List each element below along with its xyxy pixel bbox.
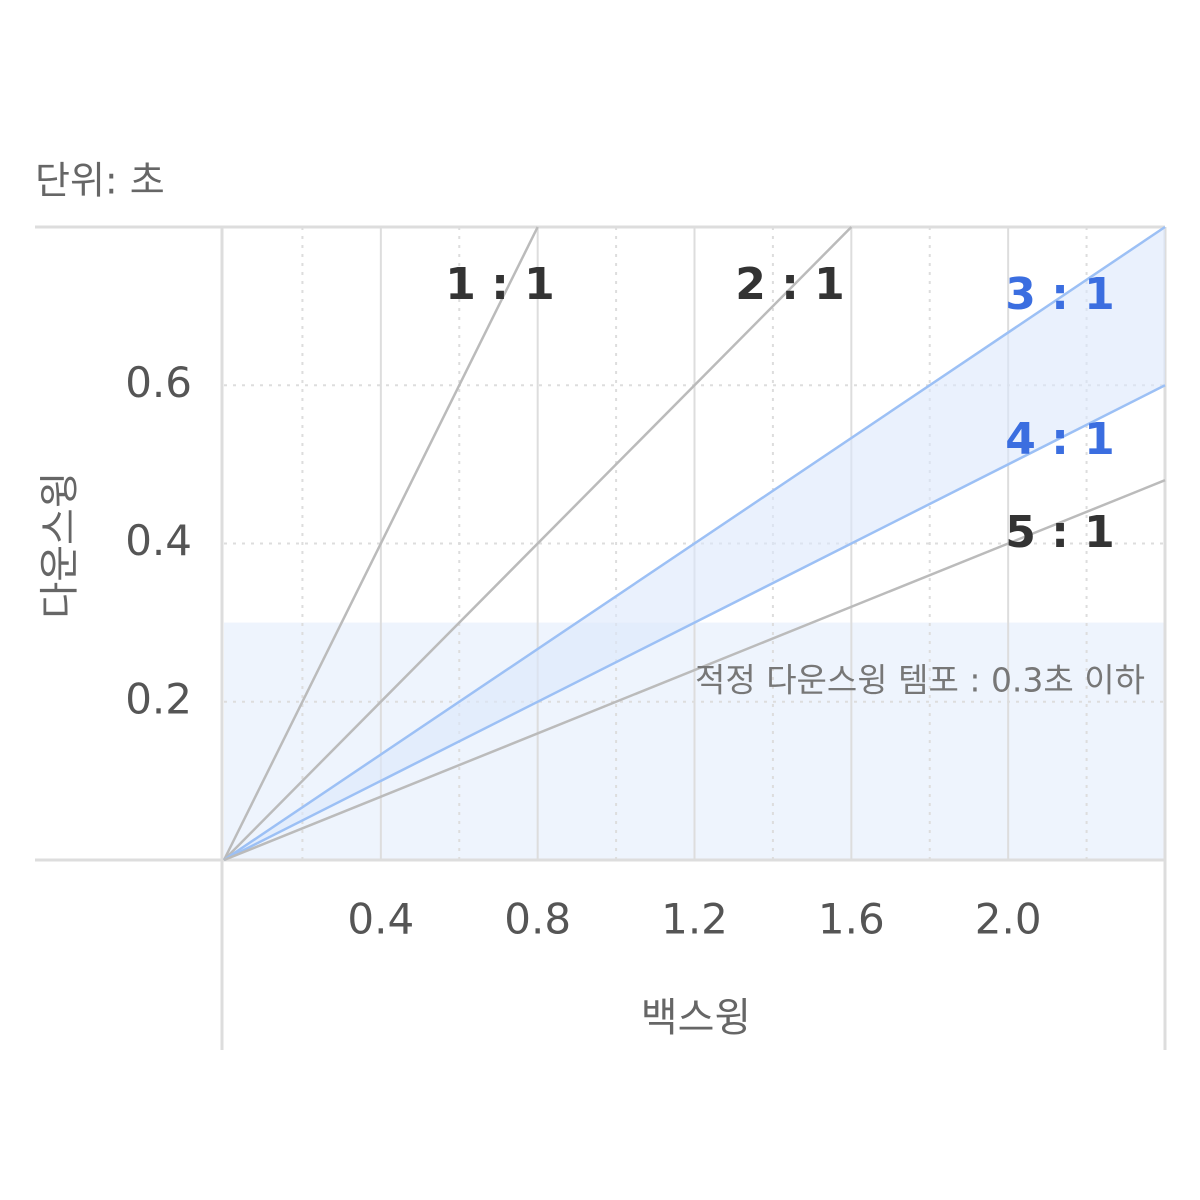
legend-label: 1 : 1 (445, 259, 554, 310)
annotation: 적정 다운스윙 템포 : 0.3초 이하 (695, 661, 1145, 700)
ratio-line (223, 225, 1166, 862)
x-axis-title: 백스윙 (641, 995, 751, 1041)
y-tick-label: 0.6 (125, 358, 192, 407)
y-axis-title: 다운스윙 (37, 471, 83, 618)
y-tick-label: 0.2 (125, 674, 192, 723)
unit-label: 단위: 초 (35, 159, 165, 203)
ratio-line (223, 384, 1166, 862)
ratio-line (223, 226, 853, 861)
ratio-line (222, 226, 539, 861)
ratio-line (223, 479, 1166, 862)
x-tick-label: 0.8 (504, 895, 571, 944)
x-tick-label: 2.0 (975, 895, 1042, 944)
x-tick-label: 0.4 (347, 895, 414, 944)
x-tick-label: 1.2 (661, 895, 728, 944)
y-tick-label: 0.4 (125, 516, 192, 565)
legend-label: 4 : 1 (1005, 414, 1114, 465)
x-tick-label: 1.6 (818, 895, 885, 944)
legend-label: 5 : 1 (1005, 507, 1114, 558)
legend-label: 3 : 1 (1005, 269, 1114, 320)
legend-label: 2 : 1 (735, 259, 844, 310)
